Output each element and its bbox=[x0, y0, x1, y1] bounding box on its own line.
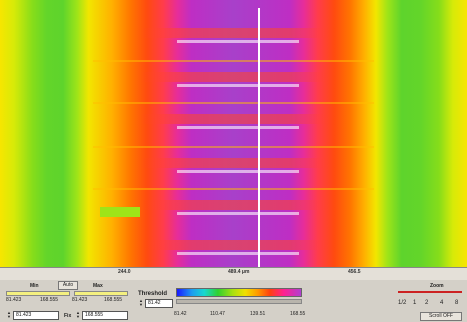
scale-tick: 168.55 bbox=[290, 311, 306, 317]
zoom-level-4[interactable]: 4 bbox=[440, 300, 444, 306]
max-range-bar[interactable] bbox=[74, 291, 128, 296]
structure-edge bbox=[93, 146, 374, 148]
max-label: Max bbox=[93, 283, 103, 289]
threshold-spinner[interactable]: ▲ ▼ bbox=[139, 298, 143, 307]
heat-band-highlight bbox=[177, 170, 299, 173]
auto-button[interactable]: Auto bbox=[58, 281, 78, 290]
structure-notch bbox=[100, 207, 140, 217]
distance-ruler: 244.0 489.4 μm 456.5 bbox=[0, 267, 467, 281]
threshold-slider[interactable] bbox=[176, 299, 302, 304]
scale-tick: 139.51 bbox=[250, 311, 266, 317]
min-value-field[interactable]: 81.423 bbox=[13, 311, 59, 320]
max-value-field[interactable]: 168.555 bbox=[82, 311, 128, 320]
scroll-toggle-button[interactable]: Scroll OFF bbox=[420, 312, 462, 321]
min-range-low: 81.423 bbox=[6, 297, 22, 303]
heat-band-highlight bbox=[177, 84, 299, 87]
zoom-level-2[interactable]: 2 bbox=[425, 300, 429, 306]
threshold-label: Threshold bbox=[138, 291, 168, 297]
heat-band bbox=[0, 28, 467, 38]
structure-edge bbox=[93, 60, 374, 62]
min-label: Min bbox=[30, 283, 39, 289]
zoom-level-indicator[interactable] bbox=[398, 291, 462, 293]
max-range-high: 168.555 bbox=[104, 297, 123, 303]
structure-edge bbox=[93, 188, 374, 190]
heat-band-highlight bbox=[177, 212, 299, 215]
heat-band bbox=[0, 158, 467, 168]
heat-band bbox=[0, 114, 467, 124]
profile-cursor-line[interactable] bbox=[258, 8, 260, 267]
zoom-label: Zoom bbox=[430, 283, 444, 289]
ruler-tick: 244.0 bbox=[118, 269, 131, 275]
scale-tick: 81.42 bbox=[174, 311, 187, 317]
ruler-tick: 489.4 μm bbox=[228, 269, 250, 275]
fix-label[interactable]: Fix bbox=[64, 313, 72, 319]
heat-band bbox=[0, 72, 467, 82]
scale-tick: 110.47 bbox=[210, 311, 225, 317]
heat-band-highlight bbox=[177, 252, 299, 255]
color-scale-bar bbox=[176, 288, 302, 297]
threshold-field[interactable]: 81.42 bbox=[145, 299, 173, 308]
zoom-level-8[interactable]: 8 bbox=[455, 300, 459, 306]
max-spinner[interactable]: ▲ ▼ bbox=[76, 310, 80, 319]
min-spinner[interactable]: ▲ ▼ bbox=[7, 310, 11, 319]
max-range-low: 81.423 bbox=[72, 297, 88, 303]
heat-band bbox=[0, 240, 467, 250]
heatmap-view[interactable] bbox=[0, 0, 467, 267]
zoom-level-half[interactable]: 1/2 bbox=[398, 300, 407, 306]
structure-edge bbox=[93, 102, 374, 104]
min-range-bar[interactable] bbox=[6, 291, 70, 296]
heat-band-highlight bbox=[177, 126, 299, 129]
min-range-high: 168.555 bbox=[40, 297, 59, 303]
ruler-tick: 456.5 bbox=[348, 269, 361, 275]
heat-band-highlight bbox=[177, 40, 299, 43]
heat-band bbox=[0, 200, 467, 210]
zoom-level-1[interactable]: 1 bbox=[413, 300, 417, 306]
